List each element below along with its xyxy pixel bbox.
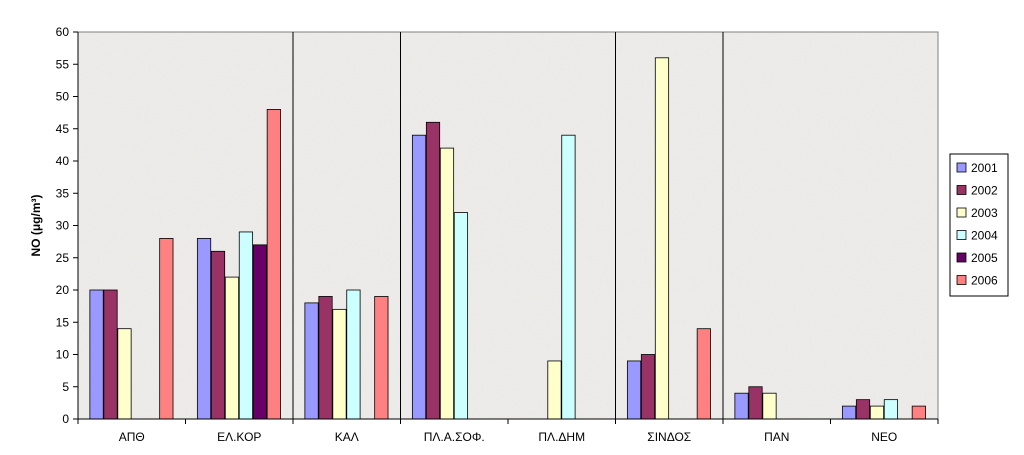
y-tick-label: 25 [56,251,70,265]
x-tick-label: ΕΛ.ΚΟΡ [217,430,261,444]
legend-label: 2003 [971,206,998,220]
bar-2003-2 [332,308,347,420]
bar-2003-4 [547,360,562,420]
legend: 2001 2002 2003 2004 2005 2006 [949,153,1009,297]
y-tick-label: 20 [56,283,70,297]
bar-2006-5 [696,328,711,420]
x-tick-label: ΠΛ.ΔΗΜ [538,430,585,444]
legend-swatch-2002 [956,185,967,195]
bar-2006-7 [911,405,926,420]
bar-2001-6 [734,392,749,420]
bar-2004-1 [238,231,254,420]
legend-swatch-2006 [956,275,967,285]
bar-2003-7 [869,405,885,420]
legend-swatch-2005 [956,252,967,263]
legend-label: 2001 [971,161,998,175]
y-tick-label: 15 [56,315,70,329]
bar-2002-2 [318,296,333,420]
group-separators [292,32,724,419]
x-axis: ΑΠΘ ΕΛ.ΚΟΡ ΚΑΛ ΠΛ.Α.ΣΟΦ. ΠΛ.ΔΗΜ ΣΙΝΔΟΣ ΠΑΝ ΝΕΟ [77,418,939,444]
legend-label: 2002 [971,184,998,198]
bar-2002-5 [640,354,656,420]
y-tick-label: 40 [56,154,70,168]
y-tick-label: 45 [56,122,70,136]
bar-2001-3 [411,134,427,420]
bar-2006-0 [159,237,174,420]
legend-label: 2006 [971,274,998,288]
bar-2003-6 [762,392,777,420]
bar-2006-1 [266,109,281,420]
bar-2006-2 [374,296,389,420]
x-tick-label: ΝΕΟ [871,430,897,444]
legend-swatch-2004 [956,230,967,240]
y-tick-label: 0 [62,412,69,426]
y-tick-label: 50 [56,90,70,104]
x-tick-label: ΚΑΛ [335,430,359,444]
bar-2003-0 [117,328,132,420]
bar-2002-3 [425,121,441,420]
bar-2004-7 [883,399,899,420]
legend-label: 2005 [971,251,998,265]
bar-2003-5 [654,57,670,420]
y-axis-label: NO (μg/m³) [29,194,43,256]
legend-swatch-2001 [956,162,967,173]
legend-label: 2004 [971,229,998,243]
bar-2002-7 [855,399,871,420]
bar-2001-5 [626,360,642,420]
y-tick-label: 55 [56,57,70,71]
bar-2004-3 [453,212,469,420]
bar-2003-1 [224,276,240,420]
bar-2001-1 [196,237,212,420]
y-tick-label: 35 [56,186,70,200]
x-tick-label: ΣΙΝΔΟΣ [647,430,691,444]
bar-2001-7 [841,405,857,420]
bar-2002-1 [210,250,226,420]
x-tick-label: ΠΑΝ [764,430,789,444]
bar-2002-0 [103,289,118,420]
bar-2004-2 [346,289,361,420]
bar-2001-0 [89,289,104,420]
y-tick-label: 5 [62,380,69,394]
y-tick-label: 10 [56,348,70,362]
y-tick-label: 60 [56,25,70,39]
x-tick-label: ΠΛ.Α.ΣΟΦ. [424,430,485,444]
legend-box [949,153,1009,297]
bar-2002-6 [748,386,763,420]
y-tick-label: 30 [56,219,70,233]
y-axis: 0 5 10 15 20 25 30 35 40 45 50 55 60 [56,25,79,426]
bar-2005-1 [252,244,267,420]
bar-2001-2 [304,302,319,420]
bars [89,57,926,420]
bar-2004-4 [561,134,576,420]
legend-swatch-2003 [956,207,967,218]
bar-2003-3 [439,147,455,420]
x-tick-label: ΑΠΘ [119,430,145,444]
